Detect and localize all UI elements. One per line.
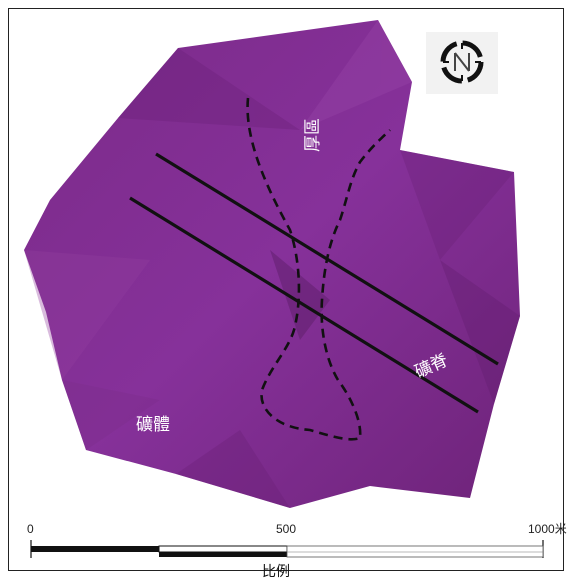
ore-body-shape: [24, 20, 520, 508]
scale-tick-0: 0: [27, 522, 34, 536]
ridge-line-upper: [155, 152, 499, 366]
scale-tick-500: 500: [276, 522, 296, 536]
scale-caption: 比例: [262, 564, 290, 580]
scale-tick-1000: 1000米: [528, 522, 567, 536]
scale-segment-3: [159, 552, 287, 557]
scale-segment-2: [158, 545, 288, 553]
ridge-line-lower: [129, 196, 479, 414]
ore-body-label: 礦體: [136, 415, 170, 435]
scale-segment-4: [286, 545, 544, 558]
scale-bar: 0 500 1000米 比例: [27, 522, 567, 580]
north-arrow-icon: [426, 32, 498, 94]
terrain-facets: [24, 20, 520, 508]
scale-segment-1: [31, 546, 159, 552]
thick-zone-label: 厚區: [303, 118, 323, 152]
thick-zone-outline: [246, 97, 391, 441]
